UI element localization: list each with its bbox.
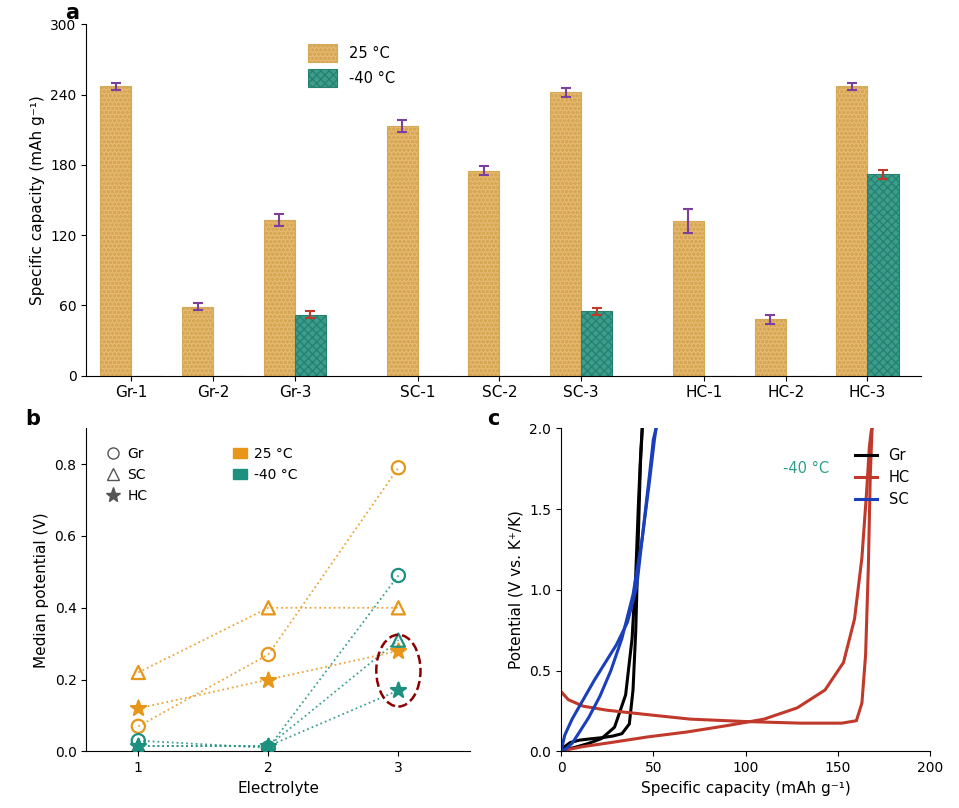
Legend: 25 °C, -40 °C: 25 °C, -40 °C xyxy=(302,39,401,93)
Text: -40 °C: -40 °C xyxy=(783,461,829,476)
Point xyxy=(390,633,406,646)
Point xyxy=(130,720,146,733)
Legend: Gr, HC, SC: Gr, HC, SC xyxy=(850,442,916,513)
Bar xyxy=(264,220,294,376)
Point xyxy=(261,601,276,614)
Point xyxy=(130,734,146,747)
Text: b: b xyxy=(25,409,40,429)
Point xyxy=(390,684,406,696)
Point xyxy=(130,702,146,715)
Text: a: a xyxy=(65,3,80,23)
Point xyxy=(390,461,406,474)
Point xyxy=(261,742,276,755)
Point xyxy=(261,739,276,752)
Y-axis label: Median potential (V): Median potential (V) xyxy=(34,512,49,667)
Text: c: c xyxy=(487,409,500,429)
Bar xyxy=(755,319,785,376)
Y-axis label: Specific capacity (mAh g⁻¹): Specific capacity (mAh g⁻¹) xyxy=(30,95,44,305)
X-axis label: Specific capacity (mAh g⁻¹): Specific capacity (mAh g⁻¹) xyxy=(641,781,851,796)
Point xyxy=(390,645,406,658)
Bar xyxy=(673,221,704,376)
Bar xyxy=(836,86,868,376)
Point xyxy=(130,739,146,752)
Point xyxy=(130,739,146,752)
Point xyxy=(130,666,146,679)
Point xyxy=(390,569,406,582)
Bar xyxy=(581,311,612,376)
Bar xyxy=(182,306,213,376)
X-axis label: Electrolyte: Electrolyte xyxy=(237,781,319,796)
Y-axis label: Potential (V vs. K⁺/K): Potential (V vs. K⁺/K) xyxy=(508,511,524,669)
Legend: 25 °C, -40 °C: 25 °C, -40 °C xyxy=(227,442,303,488)
Bar xyxy=(100,86,131,376)
Point xyxy=(390,601,406,614)
Bar xyxy=(294,315,326,376)
Bar xyxy=(386,126,417,376)
Bar xyxy=(468,170,500,376)
Point xyxy=(261,648,276,661)
Point xyxy=(261,673,276,686)
Point xyxy=(261,739,276,752)
Bar xyxy=(550,92,581,376)
Bar xyxy=(868,175,899,376)
